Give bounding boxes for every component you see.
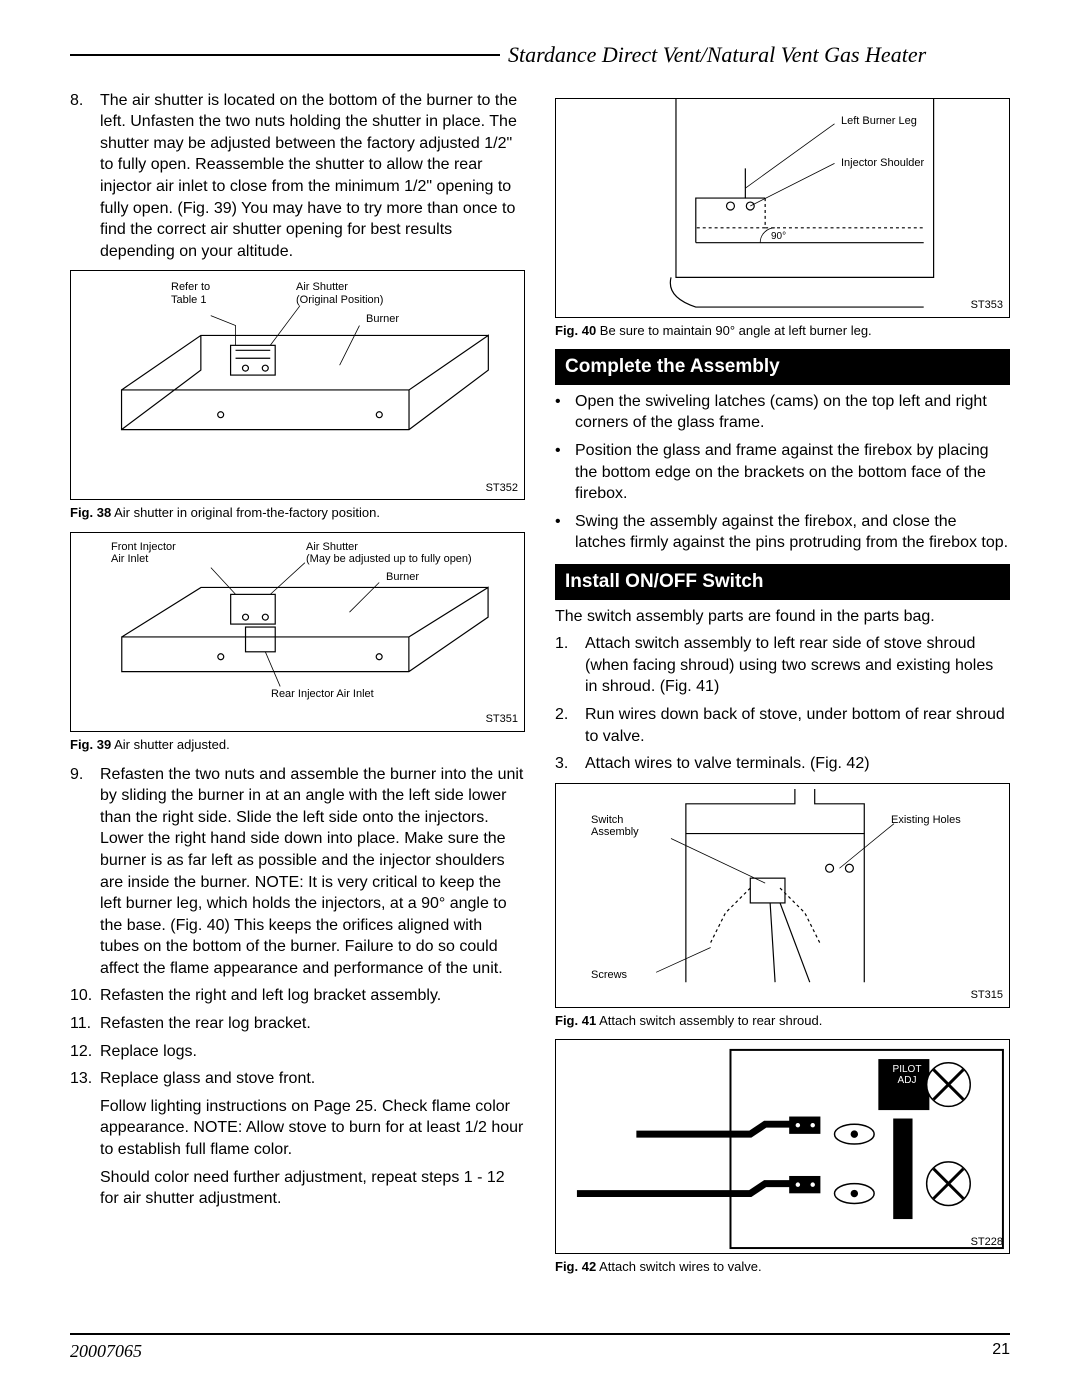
step-number: 12. <box>70 1041 100 1063</box>
fig38-code: ST352 <box>486 481 518 496</box>
step-text: Replace glass and stove front. <box>100 1068 525 1090</box>
bullet-marker: • <box>555 440 575 505</box>
header: Stardance Direct Vent/Natural Vent Gas H… <box>70 40 1010 70</box>
step-number: 11. <box>70 1013 100 1035</box>
footer-docnum: 20007065 <box>70 1339 142 1363</box>
fig41-label-switch: Switch Assembly <box>591 814 639 838</box>
bullet-2: • Position the glass and frame against t… <box>555 440 1010 505</box>
step-text: Refasten the rear log bracket. <box>100 1013 525 1035</box>
content-columns: 8. The air shutter is located on the bot… <box>70 90 1010 1286</box>
step-number: 8. <box>70 90 100 263</box>
step-12: 12. Replace logs. <box>70 1041 525 1063</box>
page-title: Stardance Direct Vent/Natural Vent Gas H… <box>500 40 926 70</box>
bullet-text: Position the glass and frame against the… <box>575 440 1010 505</box>
right-column: Left Burner Leg Injector Shoulder 90° ST… <box>555 90 1010 1286</box>
figure-38: Refer to Table 1 Air Shutter (Original P… <box>70 270 525 500</box>
fig38-label-shutter: Air Shutter (Original Position) <box>296 281 383 305</box>
fig41-caption: Fig. 41 Attach switch assembly to rear s… <box>555 1012 1010 1030</box>
fig40-caption: Fig. 40 Be sure to maintain 90° angle at… <box>555 322 1010 340</box>
bullet-3: • Swing the assembly against the firebox… <box>555 511 1010 554</box>
step-8: 8. The air shutter is located on the bot… <box>70 90 525 263</box>
fig40-label-angle: 90° <box>771 231 786 242</box>
left-para-2: Should color need further adjustment, re… <box>70 1167 525 1210</box>
step-text: Refasten the two nuts and assemble the b… <box>100 764 525 980</box>
fig39-caption: Fig. 39 Air shutter adjusted. <box>70 736 525 754</box>
fig41-label-screws: Screws <box>591 969 627 981</box>
switch-step-3: 3. Attach wires to valve terminals. (Fig… <box>555 753 1010 775</box>
step-number: 2. <box>555 704 585 747</box>
figure-40: Left Burner Leg Injector Shoulder 90° ST… <box>555 98 1010 318</box>
step-11: 11. Refasten the rear log bracket. <box>70 1013 525 1035</box>
bullet-text: Open the swiveling latches (cams) on the… <box>575 391 1010 434</box>
footer-pagenum: 21 <box>992 1339 1010 1363</box>
fig41-code: ST315 <box>971 988 1003 1003</box>
step-text: Replace logs. <box>100 1041 525 1063</box>
page-footer: 20007065 21 <box>70 1333 1010 1363</box>
fig39-code: ST351 <box>486 712 518 727</box>
fig39-label-rear: Rear Injector Air Inlet <box>271 688 374 700</box>
step-9: 9. Refasten the two nuts and assemble th… <box>70 764 525 980</box>
bullet-text: Swing the assembly against the firebox, … <box>575 511 1010 554</box>
switch-intro: The switch assembly parts are found in t… <box>555 606 1010 628</box>
step-number: 1. <box>555 633 585 698</box>
fig38-caption: Fig. 38 Air shutter in original from-the… <box>70 504 525 522</box>
fig40-label-shoulder: Injector Shoulder <box>841 157 924 169</box>
fig40-code: ST353 <box>971 298 1003 313</box>
step-number: 3. <box>555 753 585 775</box>
fig38-label-refer: Refer to Table 1 <box>171 281 210 305</box>
figure-42: PILOT ADJ ST228 <box>555 1039 1010 1254</box>
left-para-1: Follow lighting instructions on Page 25.… <box>70 1096 525 1161</box>
fig39-label-front: Front Injector Air Inlet <box>111 541 176 565</box>
fig42-caption: Fig. 42 Attach switch wires to valve. <box>555 1258 1010 1276</box>
step-number: 10. <box>70 985 100 1007</box>
step-text: Attach switch assembly to left rear side… <box>585 633 1010 698</box>
fig39-label-burner: Burner <box>386 571 419 583</box>
bullet-marker: • <box>555 511 575 554</box>
step-13: 13. Replace glass and stove front. <box>70 1068 525 1090</box>
fig42-label-pilot: PILOT ADJ <box>890 1064 924 1086</box>
fig39-label-shutter: Air Shutter (May be adjusted up to fully… <box>306 541 472 565</box>
left-column: 8. The air shutter is located on the bot… <box>70 90 525 1286</box>
header-rule-line <box>70 54 500 56</box>
step-text: Refasten the right and left log bracket … <box>100 985 525 1007</box>
switch-step-2: 2. Run wires down back of stove, under b… <box>555 704 1010 747</box>
step-number: 13. <box>70 1068 100 1090</box>
switch-step-1: 1. Attach switch assembly to left rear s… <box>555 633 1010 698</box>
section-install-switch: Install ON/OFF Switch <box>555 564 1010 600</box>
fig40-label-leg: Left Burner Leg <box>841 115 917 127</box>
figure-39: Front Injector Air Inlet Air Shutter (Ma… <box>70 532 525 732</box>
step-number: 9. <box>70 764 100 980</box>
bullet-1: • Open the swiveling latches (cams) on t… <box>555 391 1010 434</box>
step-text: Attach wires to valve terminals. (Fig. 4… <box>585 753 1010 775</box>
bullet-marker: • <box>555 391 575 434</box>
fig41-label-holes: Existing Holes <box>891 814 961 826</box>
fig38-label-burner: Burner <box>366 313 399 325</box>
figure-41: Switch Assembly Existing Holes Screws ST… <box>555 783 1010 1008</box>
section-complete-assembly: Complete the Assembly <box>555 349 1010 385</box>
step-text: The air shutter is located on the bottom… <box>100 90 525 263</box>
fig42-code: ST228 <box>971 1235 1003 1250</box>
step-10: 10. Refasten the right and left log brac… <box>70 985 525 1007</box>
step-text: Run wires down back of stove, under bott… <box>585 704 1010 747</box>
